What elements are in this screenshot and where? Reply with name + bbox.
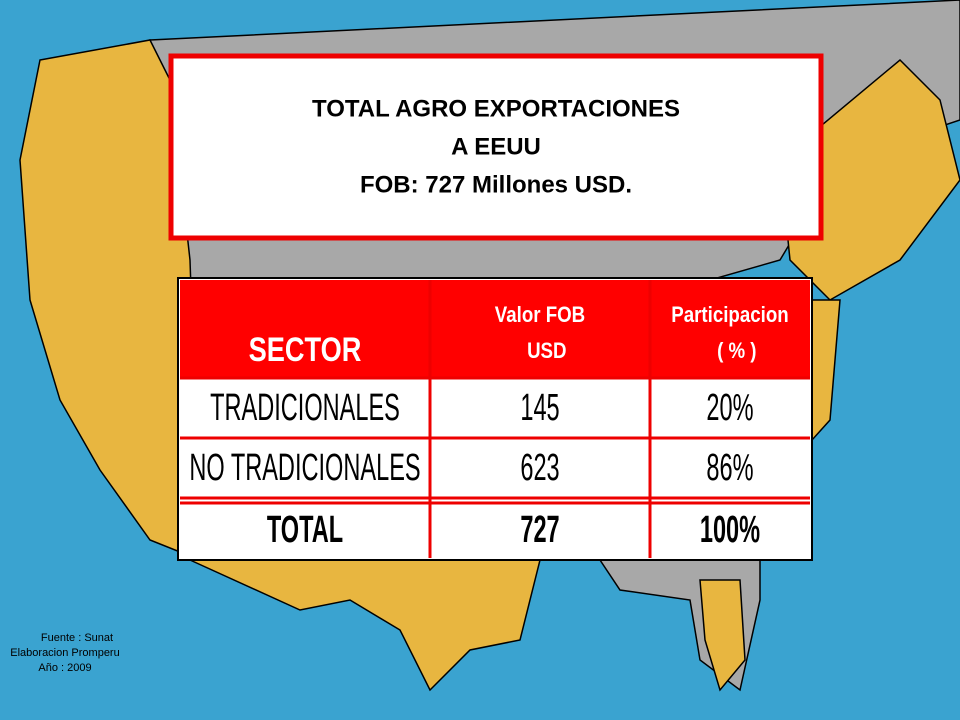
table: SECTOR Valor FOB USD Participacion ( % ) TRAD… [177,277,813,561]
west-states [19,39,201,562]
header-cell: ( % ) [717,339,756,363]
source-line: Elaboracion Promperu [10,647,119,659]
header-cell: Valor FOB [495,303,585,327]
florida [699,579,746,692]
table-cell: 86% [706,445,753,488]
header-bg [180,280,810,378]
title-line: TOTAL AGRO EXPORTACIONES [312,95,680,122]
total-cell: 727 [520,507,559,550]
table-cell: 145 [520,385,559,428]
table-cell: 623 [520,445,559,488]
header-cell: SECTOR [249,330,362,369]
title: TOTAL AGRO EXPORTACIONES A EEUU FOB: 727 M… [312,95,680,198]
title-line: FOB: 727 Millones USD. [360,171,632,198]
table-cell: TRADICIONALES [210,385,400,428]
total-cell: TOTAL [267,507,343,550]
title-box [168,53,824,241]
source: Fuente : Sunat Elaboracion Promperu Año : … [10,632,119,674]
source-line: Año : 2009 [38,662,91,674]
total-cell: 100% [700,507,760,550]
header-cell: USD [527,339,566,363]
table-cell: 20% [706,385,753,428]
table-cell: NO TRADICIONALES [189,445,420,488]
title-line: A EEUU [451,133,541,160]
source-line: Fuente : Sunat [41,632,113,644]
texas [189,559,541,692]
header-cell: Participacion [671,303,788,327]
northeast-states [779,58,960,301]
